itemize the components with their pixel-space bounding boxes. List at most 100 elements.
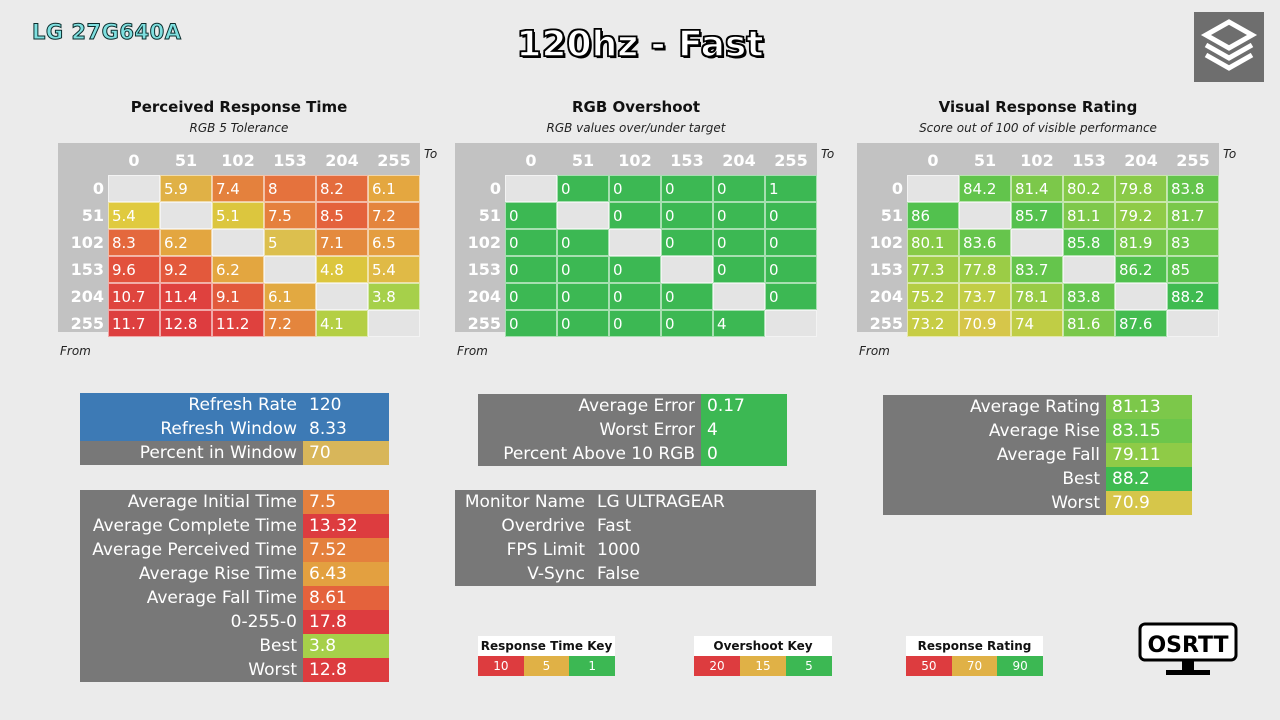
- stat-label: Best: [883, 467, 1106, 491]
- stat-label: Percent in Window: [80, 441, 303, 465]
- stat-value: 88.2: [1106, 467, 1192, 491]
- stat-row: Average Error 0.17: [478, 394, 787, 418]
- matrix-cell: 0: [505, 202, 557, 229]
- monitor-info-table: Monitor Name LG ULTRAGEAR Overdrive Fast FPS…: [455, 490, 816, 586]
- matrix-column-header: 204: [1124, 151, 1158, 170]
- stat-row: Refresh Window 8.33: [80, 417, 389, 441]
- stat-row: Percent in Window 70: [80, 441, 389, 465]
- stat-label: Average Initial Time: [80, 490, 303, 514]
- stat-row: Average Initial Time 7.5: [80, 490, 389, 514]
- stat-value: 8.33: [303, 417, 389, 441]
- stat-row: Average Rise 83.15: [883, 419, 1192, 443]
- matrix-cell: 78.1: [1011, 283, 1063, 310]
- stat-row: Average Perceived Time 7.52: [80, 538, 389, 562]
- stat-value: 4: [701, 418, 787, 442]
- stat-label: Refresh Window: [80, 417, 303, 441]
- matrix-cell: 4.1: [316, 310, 368, 337]
- matrix-cell: 5: [264, 229, 316, 256]
- matrix-subtitle: Score out of 100 of visible performance: [919, 121, 1157, 135]
- axis-from-label: From: [60, 344, 91, 358]
- matrix-title: RGB Overshoot: [571, 98, 700, 116]
- matrix-cell: [316, 283, 368, 310]
- stat-label: Average Rise: [883, 419, 1106, 443]
- matrix-cell: [505, 175, 557, 202]
- stat-label: Overdrive: [455, 514, 591, 538]
- color-key-cell: 5: [786, 656, 832, 676]
- stat-value: LG ULTRAGEAR: [591, 490, 816, 514]
- stat-label: Percent Above 10 RGB: [478, 442, 701, 466]
- matrix-cell: [557, 202, 609, 229]
- matrix-cell: 0: [505, 229, 557, 256]
- stat-row: Worst 12.8: [80, 658, 389, 682]
- matrix-row-header: 204: [869, 287, 903, 306]
- matrix-cell: 0: [713, 202, 765, 229]
- matrix-cell: [959, 202, 1011, 229]
- matrix-subtitle: RGB 5 Tolerance: [189, 121, 289, 135]
- stat-label: Average Error: [478, 394, 701, 418]
- color-key-cell: 5: [523, 656, 570, 676]
- matrix-row-header: 255: [70, 314, 104, 333]
- color-key: Response Rating Key507090: [906, 636, 1043, 676]
- stat-value: 83.15: [1106, 419, 1192, 443]
- stat-row: Average Rise Time 6.43: [80, 562, 389, 586]
- color-key-title: Response Rating Key: [906, 636, 1043, 673]
- matrix-cell: 0: [765, 229, 817, 256]
- color-key-cell: 1: [569, 656, 615, 676]
- matrix-column-header: 255: [1176, 151, 1210, 170]
- matrix-column-header: 255: [774, 151, 808, 170]
- matrix-cell: 11.2: [212, 310, 264, 337]
- matrix-cell: 8: [264, 175, 316, 202]
- matrix-cell: 0: [713, 229, 765, 256]
- stat-row: Average Rating 81.13: [883, 395, 1192, 419]
- matrix-cell: 0: [505, 283, 557, 310]
- matrix-cell: 12.8: [160, 310, 212, 337]
- stat-value: 79.11: [1106, 443, 1192, 467]
- matrix-cell: [108, 175, 160, 202]
- matrix-cell: 81.4: [1011, 175, 1063, 202]
- color-key-cell: 20: [694, 656, 740, 676]
- matrix-cell: 74: [1011, 310, 1063, 337]
- matrix-cell: 9.6: [108, 256, 160, 283]
- stat-row: Best 3.8: [80, 634, 389, 658]
- matrix-cell: 8.5: [316, 202, 368, 229]
- stat-value: 81.13: [1106, 395, 1192, 419]
- stat-label: Average Rating: [883, 395, 1106, 419]
- matrix-row-header: 0: [92, 179, 104, 198]
- stat-row: Worst 70.9: [883, 491, 1192, 515]
- matrix-row-header: 51: [880, 206, 903, 225]
- matrix-cell: 73.7: [959, 283, 1011, 310]
- matrix-row-header: 102: [869, 233, 903, 252]
- matrix-cell: 10.7: [108, 283, 160, 310]
- stat-row: Overdrive Fast: [455, 514, 816, 538]
- matrix-column-header: 255: [377, 151, 411, 170]
- stat-value: 17.8: [303, 610, 389, 634]
- osrtt-logo-text: OSRTT: [1147, 633, 1228, 658]
- matrix-column-header: 102: [618, 151, 652, 170]
- matrix-row-header: 51: [81, 206, 104, 225]
- matrix-cell: 0: [713, 175, 765, 202]
- color-key-cell: 15: [740, 656, 786, 676]
- axis-to-label: To: [424, 147, 438, 161]
- matrix-cell: 4.8: [316, 256, 368, 283]
- matrix-row-header: 102: [70, 233, 104, 252]
- matrix-cell: [1115, 283, 1167, 310]
- color-key-cell: 10: [478, 656, 524, 676]
- color-key-cell: 90: [997, 656, 1043, 676]
- matrix-cell: 0: [557, 310, 609, 337]
- matrix-cell: [212, 229, 264, 256]
- matrix-cell: 4: [713, 310, 765, 337]
- matrix-cell: 0: [609, 202, 661, 229]
- matrix-row-header: 153: [869, 260, 903, 279]
- matrix-cell: 80.2: [1063, 175, 1115, 202]
- matrix-cell: 8.3: [108, 229, 160, 256]
- matrix-column-header: 204: [325, 151, 359, 170]
- stat-label: Worst: [80, 658, 303, 682]
- rating-stats-table: Average Rating 81.13 Average Rise 83.15 Aver…: [883, 395, 1192, 515]
- stat-value: 70: [303, 441, 389, 465]
- matrix-title: Perceived Response Time: [130, 98, 348, 116]
- matrix-column-header: 102: [221, 151, 255, 170]
- stat-value: 3.8: [303, 634, 389, 658]
- matrix-cell: 83.8: [1167, 175, 1219, 202]
- matrix-cell: [765, 310, 817, 337]
- matrix-cell: 5.9: [160, 175, 212, 202]
